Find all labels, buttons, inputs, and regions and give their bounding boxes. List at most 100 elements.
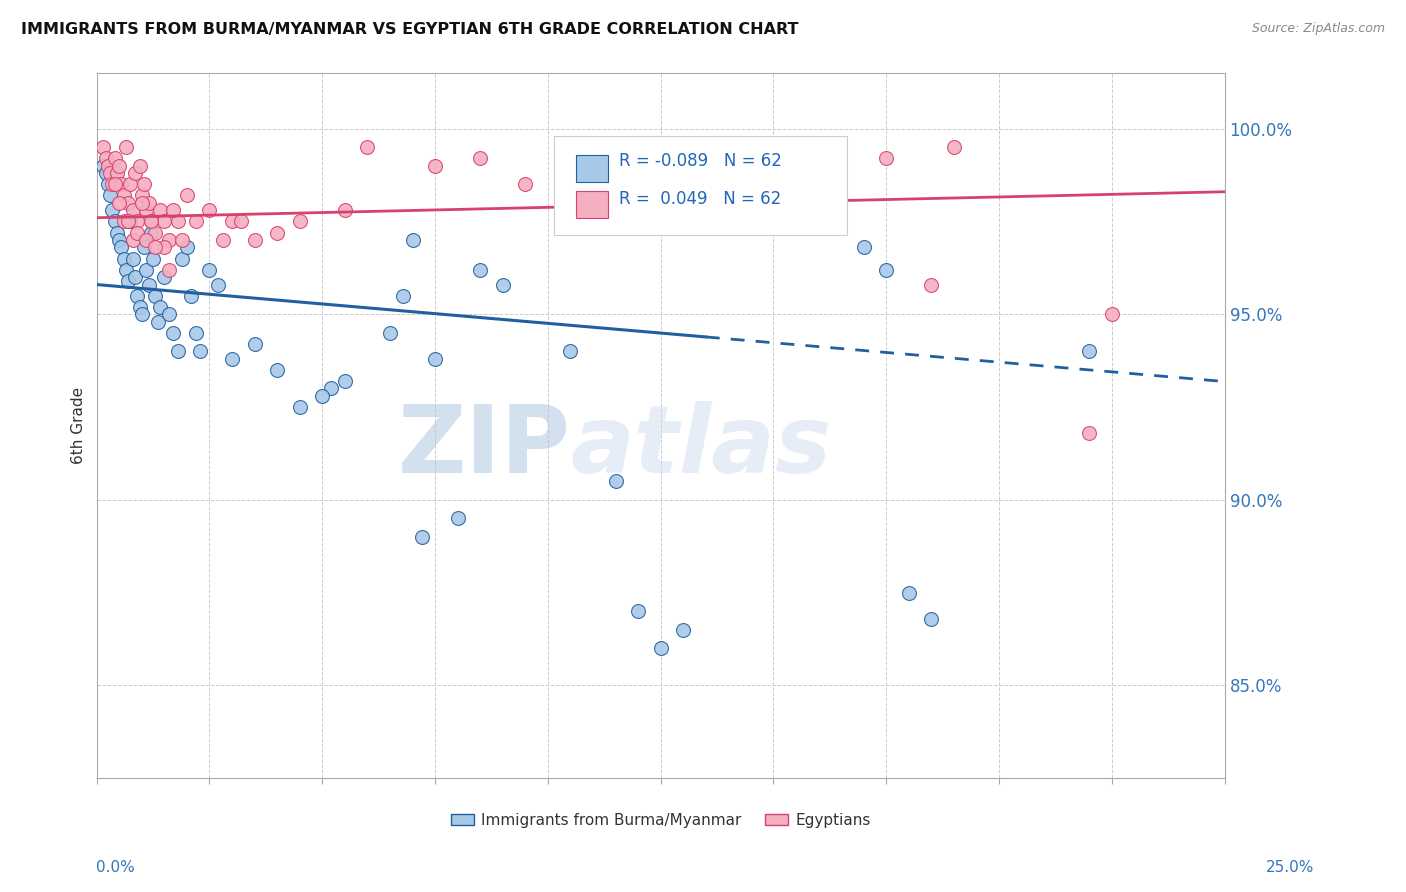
- Point: [121, 233, 143, 247]
- Point: [112, 252, 135, 266]
- Point: [128, 159, 150, 173]
- Point: [108, 195, 131, 210]
- Point: [943, 140, 966, 154]
- Point: [124, 270, 146, 285]
- Point: [93, 159, 115, 173]
- Point: [104, 152, 127, 166]
- Point: [172, 233, 194, 247]
- Point: [105, 226, 128, 240]
- Point: [852, 240, 875, 254]
- Point: [153, 240, 176, 254]
- FancyBboxPatch shape: [554, 136, 846, 235]
- Text: 25.0%: 25.0%: [1267, 861, 1315, 875]
- Point: [138, 195, 160, 210]
- Point: [120, 214, 142, 228]
- Point: [221, 351, 243, 366]
- Point: [176, 188, 198, 202]
- Point: [470, 152, 492, 166]
- Point: [135, 233, 157, 247]
- Point: [153, 214, 176, 228]
- Point: [605, 195, 627, 210]
- Point: [98, 166, 121, 180]
- Text: ZIP: ZIP: [398, 401, 571, 492]
- Point: [198, 203, 221, 218]
- Point: [142, 252, 165, 266]
- Point: [104, 178, 127, 192]
- Text: atlas: atlas: [571, 401, 832, 492]
- Point: [1078, 344, 1101, 359]
- Text: IMMIGRANTS FROM BURMA/MYANMAR VS EGYPTIAN 6TH GRADE CORRELATION CHART: IMMIGRANTS FROM BURMA/MYANMAR VS EGYPTIA…: [21, 22, 799, 37]
- Point: [143, 226, 166, 240]
- Point: [266, 226, 288, 240]
- Point: [138, 277, 160, 292]
- Point: [162, 326, 184, 340]
- Point: [157, 307, 180, 321]
- Text: R = -0.089   N = 62: R = -0.089 N = 62: [619, 153, 782, 170]
- Point: [875, 152, 897, 166]
- Point: [1078, 425, 1101, 440]
- Point: [190, 344, 212, 359]
- Y-axis label: 6th Grade: 6th Grade: [72, 387, 86, 464]
- Point: [94, 166, 117, 180]
- Point: [180, 288, 202, 302]
- Point: [110, 240, 132, 254]
- Point: [184, 326, 207, 340]
- Point: [198, 262, 221, 277]
- Point: [143, 240, 166, 254]
- Point: [229, 214, 252, 228]
- Point: [627, 604, 650, 618]
- Point: [167, 214, 190, 228]
- Point: [131, 195, 153, 210]
- Point: [143, 288, 166, 302]
- Point: [117, 195, 139, 210]
- Point: [120, 178, 142, 192]
- Point: [920, 612, 942, 626]
- Point: [127, 288, 149, 302]
- Point: [920, 277, 942, 292]
- Point: [650, 641, 672, 656]
- Point: [117, 274, 139, 288]
- Point: [104, 214, 127, 228]
- Point: [101, 203, 124, 218]
- Point: [423, 159, 446, 173]
- Point: [131, 307, 153, 321]
- Point: [124, 166, 146, 180]
- Point: [108, 159, 131, 173]
- Point: [311, 389, 333, 403]
- Point: [139, 214, 162, 228]
- Point: [135, 262, 157, 277]
- Point: [423, 351, 446, 366]
- Point: [717, 159, 740, 173]
- Point: [212, 233, 235, 247]
- Point: [167, 344, 190, 359]
- Point: [121, 252, 143, 266]
- Point: [446, 511, 468, 525]
- Point: [162, 203, 184, 218]
- Point: [93, 140, 115, 154]
- Text: Source: ZipAtlas.com: Source: ZipAtlas.com: [1251, 22, 1385, 36]
- Point: [97, 178, 120, 192]
- Point: [131, 188, 153, 202]
- Point: [135, 203, 157, 218]
- Text: 0.0%: 0.0%: [96, 861, 135, 875]
- Point: [139, 214, 162, 228]
- Point: [897, 585, 920, 599]
- Point: [184, 214, 207, 228]
- Point: [127, 226, 149, 240]
- Point: [108, 233, 131, 247]
- FancyBboxPatch shape: [576, 155, 607, 182]
- Point: [411, 530, 433, 544]
- Point: [515, 178, 537, 192]
- Point: [132, 240, 155, 254]
- Point: [266, 363, 288, 377]
- Point: [115, 140, 138, 154]
- Point: [333, 374, 356, 388]
- Point: [146, 315, 169, 329]
- Point: [470, 262, 492, 277]
- Point: [392, 288, 415, 302]
- Point: [221, 214, 243, 228]
- Point: [128, 300, 150, 314]
- Point: [157, 262, 180, 277]
- Point: [112, 214, 135, 228]
- Point: [875, 262, 897, 277]
